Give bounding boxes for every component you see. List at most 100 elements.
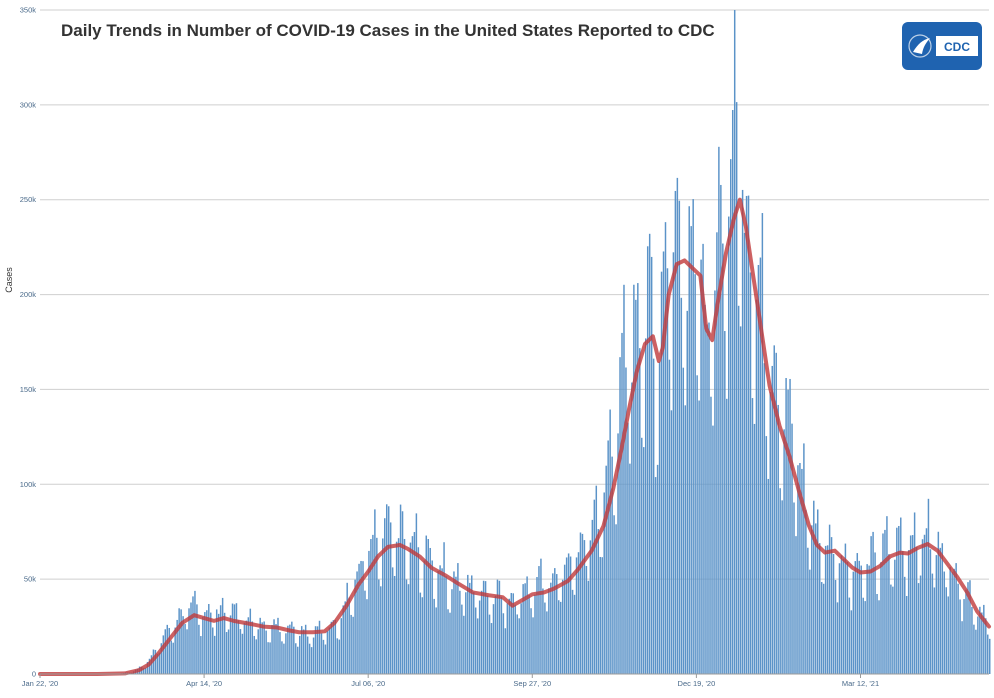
cdc-logo[interactable]: CDC: [902, 22, 982, 70]
bar: [463, 615, 465, 674]
bar: [554, 568, 556, 674]
bar: [291, 621, 293, 674]
bar: [233, 604, 236, 674]
bar: [346, 582, 348, 674]
bar: [508, 598, 511, 674]
bar: [297, 646, 299, 674]
bar: [860, 565, 862, 674]
bar: [510, 592, 513, 674]
bar: [631, 382, 633, 674]
y-tick-label: 150k: [20, 385, 37, 394]
bar: [771, 365, 773, 674]
bar: [716, 232, 718, 674]
bar: [162, 635, 165, 674]
y-axis-label: Cases: [4, 267, 14, 293]
bar: [219, 605, 222, 674]
bar: [664, 222, 667, 674]
bar: [229, 615, 232, 674]
bar: [977, 616, 979, 674]
bar: [506, 603, 509, 674]
bar: [909, 535, 912, 674]
bar: [316, 626, 319, 674]
bar: [644, 338, 647, 674]
bar: [411, 536, 414, 674]
bar: [482, 580, 485, 674]
bar: [809, 569, 811, 674]
bar: [401, 511, 404, 674]
bar: [943, 571, 946, 674]
bar: [789, 378, 791, 674]
bar: [192, 596, 194, 674]
bar: [194, 590, 196, 674]
bar: [154, 649, 157, 674]
bar: [502, 613, 505, 674]
bar: [880, 562, 882, 674]
y-tick-label: 100k: [20, 480, 37, 489]
bar: [200, 636, 202, 674]
bar: [376, 537, 378, 674]
x-tick-labels: Jan 22, '20 Apr 14, '20 Jul 06, '20 Sep 27,…: [22, 674, 879, 688]
bar: [753, 423, 756, 674]
bar: [947, 596, 949, 674]
bar: [731, 110, 734, 674]
bar: [281, 641, 283, 674]
bar: [231, 603, 234, 674]
bar: [540, 558, 542, 674]
bar: [621, 332, 623, 674]
bar: [451, 589, 453, 674]
bar: [561, 579, 564, 674]
bar: [826, 545, 829, 674]
y-tick-label: 50k: [24, 575, 36, 584]
bar: [684, 405, 687, 674]
bar: [439, 565, 441, 674]
bar: [312, 637, 315, 674]
bar: [295, 643, 297, 674]
bar: [384, 518, 386, 674]
bar: [700, 259, 702, 674]
bar: [625, 367, 627, 674]
bar: [271, 625, 273, 674]
bar: [745, 195, 748, 674]
x-tick-label: Jan 22, '20: [22, 679, 58, 688]
bar: [720, 184, 722, 674]
bar: [419, 592, 422, 674]
bar: [751, 398, 754, 674]
bar: [639, 348, 641, 674]
bar: [255, 639, 257, 674]
bar: [299, 635, 301, 674]
bar: [836, 602, 839, 674]
bar: [223, 612, 226, 674]
bar: [765, 436, 768, 674]
bar: [593, 499, 596, 674]
bar: [735, 102, 738, 675]
bar: [848, 597, 851, 674]
bar: [514, 604, 516, 674]
bar: [542, 588, 544, 674]
bar: [963, 599, 965, 674]
bar: [921, 539, 924, 674]
bar: [544, 602, 546, 674]
bar: [522, 584, 524, 674]
bar: [722, 243, 724, 674]
bar: [310, 647, 313, 674]
bar: [261, 622, 263, 674]
bar: [184, 623, 186, 674]
bar: [546, 611, 548, 674]
bar: [834, 580, 837, 674]
bar: [785, 378, 787, 674]
bar: [366, 599, 368, 674]
bar: [334, 619, 337, 674]
bar: [637, 283, 639, 674]
bar: [504, 628, 507, 674]
bar: [190, 602, 192, 674]
bar: [247, 617, 250, 674]
bar: [583, 540, 586, 674]
bar: [565, 557, 568, 674]
bar: [289, 624, 291, 674]
bar: [431, 560, 433, 674]
bar: [235, 603, 238, 674]
seven-day-average-line: [38, 197, 991, 676]
bar: [478, 600, 481, 674]
bar: [959, 599, 961, 674]
y-tick-label: 200k: [20, 290, 37, 299]
